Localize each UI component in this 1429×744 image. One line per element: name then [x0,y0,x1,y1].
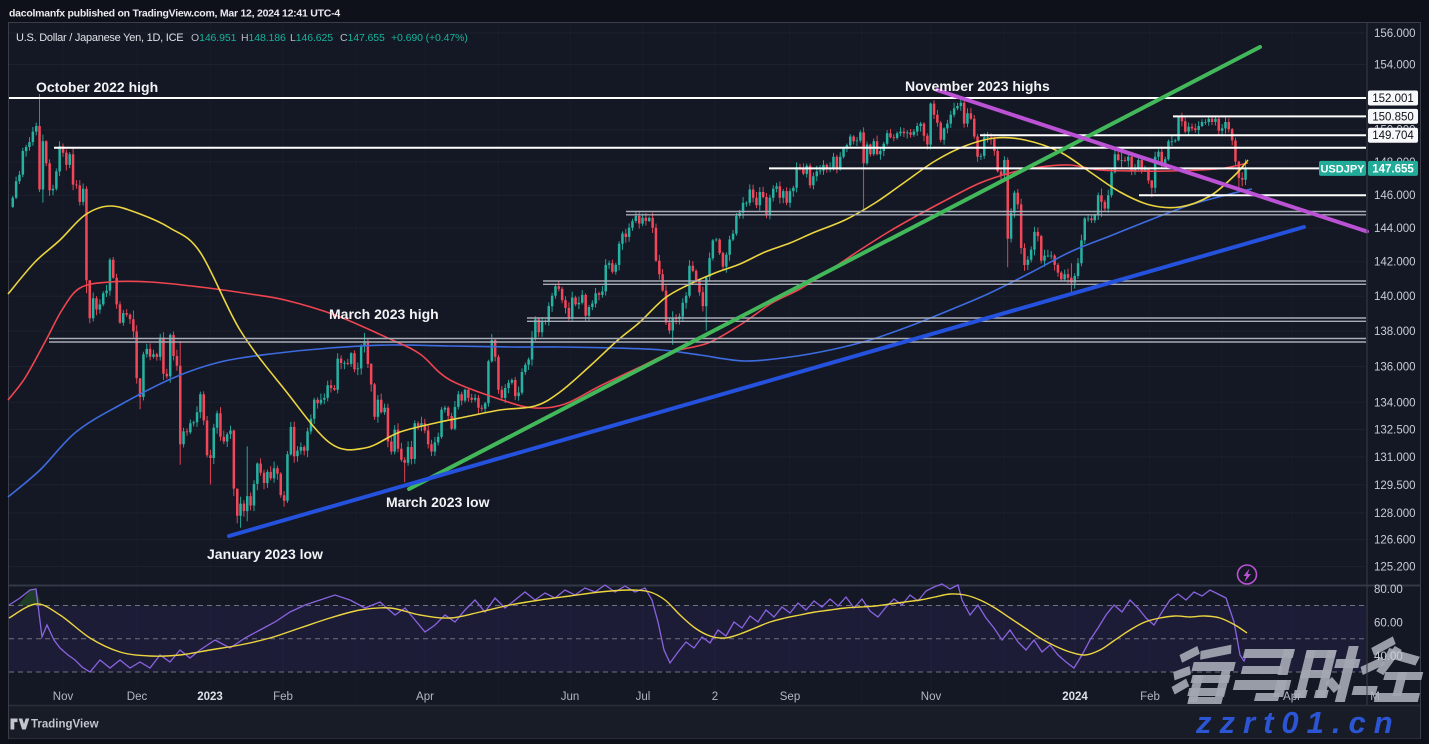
svg-text:Apr: Apr [1283,691,1301,703]
svg-text:138.000: 138.000 [1374,326,1416,338]
svg-text:136.000: 136.000 [1374,362,1416,374]
svg-text:129.500: 129.500 [1374,480,1416,492]
svg-text:H148.186: H148.186 [241,32,286,44]
svg-text:Sep: Sep [780,691,800,703]
svg-text:125.200: 125.200 [1374,561,1416,573]
svg-text:146.000: 146.000 [1374,190,1416,202]
svg-text:M: M [1370,691,1380,703]
svg-text:U.S. Dollar / Japanese Yen, 1D: U.S. Dollar / Japanese Yen, 1D, ICE [16,32,183,44]
svg-text:November 2023 highs: November 2023 highs [905,78,1050,94]
svg-text:2023: 2023 [197,691,223,703]
svg-text:150.850: 150.850 [1372,111,1414,123]
svg-text:2: 2 [712,691,718,703]
svg-text:80.00: 80.00 [1374,584,1403,596]
svg-text:zzrt01.cn: zzrt01.cn [1195,705,1401,739]
svg-text:O146.951: O146.951 [191,32,237,44]
svg-text:L146.625: L146.625 [290,32,333,44]
svg-text:40.00: 40.00 [1374,651,1403,663]
svg-text:C147.655: C147.655 [340,32,385,44]
svg-text:154.000: 154.000 [1374,60,1416,72]
svg-text:TradingView: TradingView [31,719,99,731]
svg-text:144.000: 144.000 [1374,223,1416,235]
svg-text:2024: 2024 [1062,691,1088,703]
svg-text:149.704: 149.704 [1372,130,1414,142]
svg-text:dacolmanfx published on Tradin: dacolmanfx published on TradingView.com,… [9,8,340,20]
svg-text:60.00: 60.00 [1374,618,1403,630]
svg-text:134.000: 134.000 [1374,397,1416,409]
svg-text:140.000: 140.000 [1374,291,1416,303]
svg-text:October 2022 high: October 2022 high [36,79,158,95]
svg-text:March 2023 low: March 2023 low [386,494,490,510]
svg-text:156.000: 156.000 [1374,28,1416,40]
svg-text:USDJPY: USDJPY [1320,163,1365,175]
svg-text:Feb: Feb [1140,691,1160,703]
svg-text:Jun: Jun [561,691,580,703]
svg-text:126.600: 126.600 [1374,535,1416,547]
svg-text:Jul: Jul [636,691,651,703]
svg-text:128.000: 128.000 [1374,508,1416,520]
svg-text:147.655: 147.655 [1372,163,1414,175]
svg-text:132.500: 132.500 [1374,425,1416,437]
svg-text:Dec: Dec [127,691,148,703]
svg-text:Nov: Nov [921,691,942,703]
svg-text:Feb: Feb [273,691,293,703]
svg-text:Apr: Apr [416,691,434,703]
svg-text:January 2023 low: January 2023 low [207,546,323,562]
svg-text:+0.690 (+0.47%): +0.690 (+0.47%) [391,32,468,44]
svg-text:March 2023 high: March 2023 high [329,306,439,322]
svg-text:152.001: 152.001 [1372,93,1414,105]
svg-text:142.000: 142.000 [1374,257,1416,269]
svg-text:131.000: 131.000 [1374,452,1416,464]
svg-text:Nov: Nov [53,691,74,703]
